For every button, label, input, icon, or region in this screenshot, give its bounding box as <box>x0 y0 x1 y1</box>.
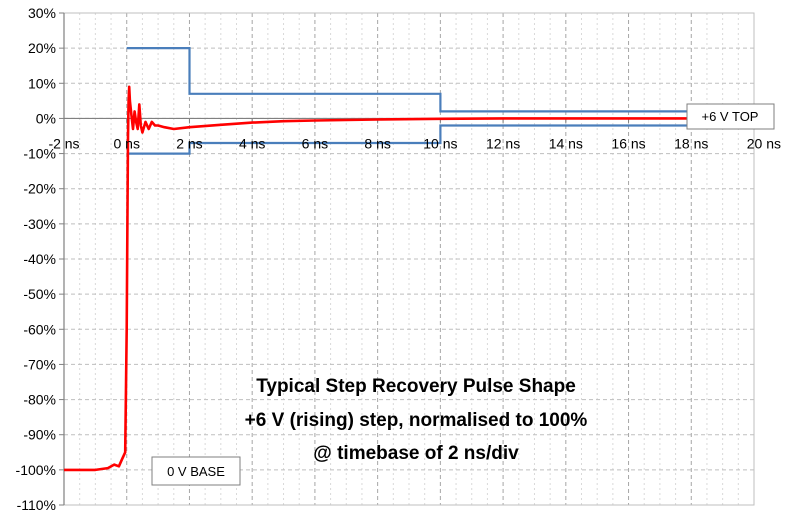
annotation-base-text: 0 V BASE <box>167 464 225 479</box>
y-tick-label: 20% <box>28 40 56 56</box>
y-tick-label: -90% <box>23 427 56 443</box>
y-tick-label: -20% <box>23 181 56 197</box>
upper-envelope-line <box>126 47 692 113</box>
lower-envelope-line <box>126 124 692 155</box>
y-tick-label: -110% <box>17 497 56 513</box>
annotation-top-text: +6 V TOP <box>702 109 759 124</box>
envelope-lines <box>126 47 692 155</box>
pulse-line <box>64 85 692 472</box>
x-tick-label: 4 ns <box>239 135 265 151</box>
annotation-base: 0 V BASE <box>151 456 241 486</box>
x-tick-label: 14 ns <box>549 135 583 151</box>
chart-title: Typical Step Recovery Pulse Shape +6 V (… <box>245 376 588 464</box>
y-tick-label: -60% <box>23 321 56 337</box>
x-tick-labels: -2 ns 0 ns 2 ns 4 ns 6 ns 8 ns 10 ns 12 ns 14 ns… <box>48 135 781 151</box>
x-tick-label: 6 ns <box>302 135 328 151</box>
y-tick-label: 10% <box>28 75 56 91</box>
x-tick-label: -2 ns <box>48 135 79 151</box>
annotation-top: +6 V TOP <box>686 103 775 130</box>
y-tick-labels: 30% 20% 10% 0% -10% -20% -30% -40% -50% -60% -70% -… <box>16 5 56 513</box>
y-tick-label: -100% <box>16 462 56 478</box>
x-tick-label: 18 ns <box>674 135 708 151</box>
x-tick-label: 12 ns <box>486 135 520 151</box>
y-tick-label: -50% <box>23 286 56 302</box>
y-tick-label: -30% <box>23 216 56 232</box>
x-tick-label: 2 ns <box>176 135 202 151</box>
x-tick-label: 20 ns <box>747 135 781 151</box>
x-tick-label: 10 ns <box>423 135 457 151</box>
title-line-2: +6 V (rising) step, normalised to 100% <box>245 410 588 431</box>
y-tick-label: -10% <box>23 146 56 162</box>
y-tick-label: -70% <box>23 356 56 372</box>
x-tick-label: 8 ns <box>364 135 390 151</box>
y-tick-label: -40% <box>23 251 56 267</box>
pulse-trace <box>64 85 692 472</box>
x-tick-label: 0 ns <box>113 135 139 151</box>
title-line-1: Typical Step Recovery Pulse Shape <box>256 376 576 397</box>
annotation-base-box <box>151 456 241 486</box>
annotation-top-box <box>686 103 775 130</box>
x-tick-label: 16 ns <box>611 135 645 151</box>
title-line-3: @ timebase of 2 ns/div <box>313 443 519 464</box>
y-tick-label: 30% <box>28 5 56 21</box>
y-tick-label: 0% <box>36 110 56 126</box>
y-tick-label: -80% <box>23 392 56 408</box>
